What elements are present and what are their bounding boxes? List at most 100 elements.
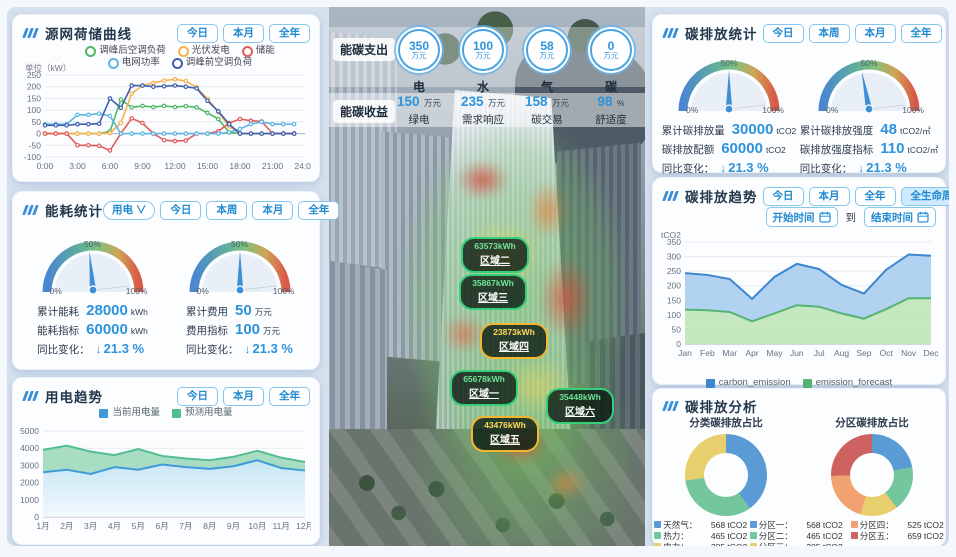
svg-text:6:00: 6:00 <box>102 161 119 171</box>
zone-4-name: 区域四 <box>499 342 529 353</box>
tab-本月[interactable]: 本月 <box>854 23 896 43</box>
tab-全年[interactable]: 全年 <box>900 23 942 43</box>
tab-全年[interactable]: 全年 <box>269 386 310 406</box>
carbon-trade-unit: 万元 <box>551 98 569 108</box>
stat-label: 累计碳排放量 <box>661 125 725 137</box>
tab-今日[interactable]: 今日 <box>177 386 218 406</box>
tab-今日[interactable]: 今日 <box>762 186 804 206</box>
tab-本月[interactable]: 本月 <box>223 23 264 43</box>
demand-response-label: 需求响应 <box>462 114 504 126</box>
end-date-button[interactable]: 结束时间 <box>864 207 936 227</box>
gauge-100-label: 100% <box>272 286 295 296</box>
green-power-value: 150 <box>397 94 420 109</box>
decrease-arrow-icon: ↓ <box>95 342 102 356</box>
yoy-value: 21.3 % <box>728 160 769 175</box>
legend-item[interactable]: 预测用电量 <box>172 407 233 419</box>
gauge-50-label: 50% <box>230 239 248 249</box>
svg-text:4000: 4000 <box>20 443 39 453</box>
svg-text:24:00: 24:00 <box>294 161 311 171</box>
legend-item[interactable]: 当前用电量 <box>99 407 160 419</box>
legend-item[interactable]: carbon_emission <box>705 377 791 389</box>
panel-icon <box>662 28 679 38</box>
legend-item[interactable]: 分区四： 525 tCO2 <box>850 520 944 531</box>
gauge-0-label: 0% <box>826 105 839 115</box>
tab-本月[interactable]: 本月 <box>252 200 294 220</box>
income-item-green-power: 150 万元 绿电 <box>388 95 450 127</box>
legend-item[interactable]: 天然气： 568 tCO2 <box>654 520 747 531</box>
legend-item[interactable]: 储能 <box>241 45 275 57</box>
legend-item[interactable]: 光伏发电 <box>177 45 230 57</box>
tab-今日[interactable]: 今日 <box>177 23 218 43</box>
legend-item[interactable]: 电网功率 <box>107 57 160 69</box>
gauge-100-label: 100% <box>762 105 784 115</box>
stat-unit: tCO2/㎡ <box>899 126 931 136</box>
zone-label-4[interactable]: 23873kWh 区域四 <box>480 323 548 359</box>
svg-text:200: 200 <box>27 82 41 92</box>
tab-全生命周期[interactable]: 全生命周期 <box>900 186 949 206</box>
legend-item[interactable]: 电力：385 tCO2 <box>654 542 747 546</box>
tab-全年[interactable]: 全年 <box>269 23 310 43</box>
panel-carbon-trend: 碳排放趋势 今日本月全年全生命周期 开始时间 到 结束时间 0 50 100 150 2… <box>652 177 949 388</box>
energy-controls: 用电 ∨ 今日 本周 本月 全年 <box>103 200 340 220</box>
svg-text:150: 150 <box>667 295 681 305</box>
svg-text:3:00: 3:00 <box>69 161 86 171</box>
svg-text:5000: 5000 <box>20 426 39 436</box>
date-to-separator: 到 <box>842 207 859 227</box>
water-cost-value: 100 <box>472 39 494 53</box>
water-cost-unit: 万元 <box>475 51 491 60</box>
stat-unit: tCO2/㎡ <box>907 145 939 155</box>
tab-今日[interactable]: 今日 <box>160 200 202 220</box>
tab-本周[interactable]: 本周 <box>808 23 850 43</box>
energy-type-dropdown[interactable]: 用电 ∨ <box>103 200 156 220</box>
legend-item[interactable]: emission_forecast <box>802 377 892 389</box>
cost-gauge <box>189 241 290 295</box>
zone-label-6[interactable]: 35448kWh 区域六 <box>546 388 614 424</box>
gauge-50-label: 50% <box>83 239 101 249</box>
tab-本周[interactable]: 本周 <box>206 200 248 220</box>
legend-item[interactable]: 热力： 465 tCO2 <box>654 531 747 542</box>
green-power-unit: 万元 <box>423 98 441 108</box>
tab-全年[interactable]: 全年 <box>854 186 896 206</box>
start-date-button[interactable]: 开始时间 <box>765 207 838 227</box>
svg-text:11月: 11月 <box>273 521 290 531</box>
zone-label-5[interactable]: 43476kWh 区域五 <box>471 416 539 452</box>
tab-本月[interactable]: 本月 <box>223 386 264 406</box>
svg-text:5月: 5月 <box>132 521 145 531</box>
gas-cost-circle: 58 万元 <box>526 29 568 71</box>
zone-label-2[interactable]: 63573kWh 区域二 <box>461 237 529 273</box>
legend-item[interactable]: 调峰前空调负荷 <box>171 57 252 69</box>
stat-label: 费用指标 <box>186 325 228 337</box>
income-item-comfort: 98 % 舒适度 <box>580 95 642 127</box>
stat-unit: 万元 <box>263 326 281 336</box>
tab-今日[interactable]: 今日 <box>762 23 804 43</box>
zone-label-3[interactable]: 35867kWh 区域三 <box>459 274 527 310</box>
gas-label: 气 <box>540 80 553 94</box>
svg-text:0: 0 <box>676 339 681 349</box>
legend-item[interactable]: 分区五： 659 tCO2 <box>850 531 944 542</box>
expenditure-item-water: 100 万元 水 <box>454 29 512 95</box>
legend-item[interactable]: 调峰后空调负荷 <box>85 45 166 57</box>
legend-item[interactable]: 分区一： 568 tCO2 <box>749 520 843 531</box>
legend-item[interactable]: 分区二： 465 tCO2 <box>749 531 843 542</box>
panel-carbon-analysis: 碳排放分析 分类碳排放占比 分区碳排放占比 天然气： 568 tCO2 热力： 465… <box>652 388 946 546</box>
svg-text:Nov: Nov <box>901 348 917 358</box>
legend-item[interactable]: 分区三：385 tCO2 <box>749 542 843 546</box>
tab-本月[interactable]: 本月 <box>808 186 850 206</box>
zone-label-1[interactable]: 65678kWh 区域一 <box>450 370 518 406</box>
svg-text:1000: 1000 <box>20 495 39 505</box>
yoy-label: 同比变化： <box>186 344 239 356</box>
tab-全年[interactable]: 全年 <box>298 200 340 220</box>
svg-text:3月: 3月 <box>84 521 97 531</box>
svg-text:350: 350 <box>667 237 681 247</box>
panel-power-trend: 用电趋势 今日 本月 全年 当前用电量 预测用电量 0 1000 2000 3000 4000… <box>12 377 320 545</box>
zone-emission-donut <box>831 434 913 516</box>
svg-text:150: 150 <box>27 93 41 103</box>
carbon-total-gauge-block: 50% 0% 100% 累计碳排放量 30000 tCO2 碳排放配额 60000 tC… <box>659 49 799 178</box>
decrease-arrow-icon: ↓ <box>244 342 251 356</box>
carbon-stats-tabs: 今日 本周 本月 全年 <box>758 23 942 43</box>
yoy-value: 21.3 % <box>252 341 293 356</box>
stat-value: 100 <box>235 321 261 338</box>
carbon-trend-area-chart: 0 50 100 150 200 250 300 350 Jan Feb Mar Apr May Jun J… <box>661 230 939 358</box>
svg-text:21:00: 21:00 <box>262 161 284 171</box>
zone-donut-title: 分区碳排放占比 <box>835 417 909 429</box>
